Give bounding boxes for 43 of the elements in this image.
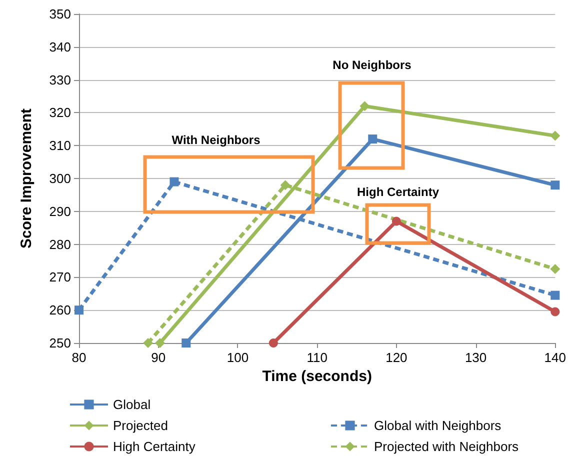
annotation: High Certainty [356, 185, 440, 199]
x-tick-label: 140 [544, 350, 566, 365]
point [360, 101, 370, 112]
y-tick-label: 330 [49, 72, 71, 88]
legend-label: Global with Neighbors [374, 418, 502, 433]
point [170, 177, 179, 186]
y-tick-label: 310 [49, 138, 71, 154]
point [368, 134, 378, 144]
x-tick-label: 130 [464, 350, 487, 365]
point [550, 290, 560, 300]
legend-label: High Certainty [113, 439, 196, 454]
point [550, 264, 560, 274]
y-tick-label: 270 [49, 270, 71, 285]
point [74, 306, 84, 315]
y-axis-title: Score Improvement [18, 108, 35, 249]
point [550, 130, 560, 141]
annotation: With Neighbors [172, 133, 261, 147]
point [280, 180, 290, 190]
y-tick-label: 340 [49, 39, 71, 54]
y-tick-label: 250 [49, 336, 71, 350]
y-tick-label: 320 [49, 105, 71, 120]
point [143, 338, 154, 348]
point [182, 338, 191, 348]
x-tick-label: 110 [306, 350, 328, 365]
y-tick-label: 300 [49, 171, 71, 186]
point [550, 180, 560, 190]
x-tick-label: 80 [72, 350, 86, 365]
point [154, 338, 165, 348]
x-tick-label: 120 [386, 350, 408, 365]
annotation: No Neighbors [332, 58, 412, 72]
point [392, 216, 401, 226]
point [268, 338, 278, 348]
x-axis-title: Time (seconds) [262, 368, 372, 385]
legend-label: Global [113, 397, 151, 412]
y-tick-label: 290 [49, 204, 71, 219]
legend-label: Projected [113, 418, 168, 433]
x-tick-label: 100 [226, 350, 249, 365]
y-tick-label: 280 [49, 236, 71, 252]
y-tick-label: 350 [49, 6, 71, 22]
x-tick-label: 90 [151, 350, 166, 365]
legend-label: Projected with Neighbors [374, 439, 520, 454]
point [550, 307, 560, 316]
y-tick-label: 260 [49, 302, 71, 318]
